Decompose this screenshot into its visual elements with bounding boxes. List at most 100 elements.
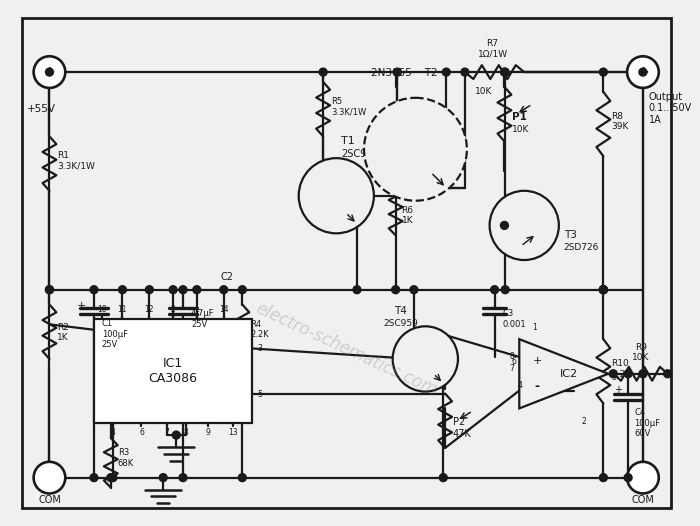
Text: +: + [43, 65, 55, 79]
Text: 4.7μF
25V: 4.7μF 25V [191, 309, 214, 329]
Circle shape [146, 286, 153, 294]
FancyBboxPatch shape [94, 319, 252, 423]
Text: P2
47K: P2 47K [453, 418, 472, 439]
Circle shape [179, 286, 187, 294]
Text: 1: 1 [195, 306, 200, 315]
Circle shape [664, 370, 671, 378]
Circle shape [393, 68, 401, 76]
Circle shape [364, 98, 467, 201]
Circle shape [609, 370, 617, 378]
Circle shape [107, 474, 115, 482]
Text: R9
10K: R9 10K [632, 342, 650, 362]
Text: T1: T1 [341, 136, 355, 146]
Circle shape [46, 286, 53, 294]
Text: 5: 5 [257, 390, 262, 399]
Text: P1: P1 [512, 112, 527, 122]
Text: T3: T3 [564, 230, 577, 240]
Text: 8: 8 [510, 352, 514, 361]
Circle shape [599, 68, 608, 76]
Text: 2SC959: 2SC959 [341, 149, 379, 159]
Text: COM: COM [38, 495, 61, 505]
Circle shape [501, 286, 509, 294]
Text: R4
2.2K: R4 2.2K [250, 320, 269, 339]
Polygon shape [519, 339, 608, 408]
Circle shape [442, 68, 450, 76]
Text: R1
3.3K/1W: R1 3.3K/1W [57, 151, 95, 171]
Circle shape [489, 191, 559, 260]
Text: 2SC959: 2SC959 [383, 319, 418, 328]
Text: COM: COM [631, 495, 654, 505]
Text: 12: 12 [145, 306, 154, 315]
Text: R3
68K: R3 68K [118, 448, 134, 468]
Circle shape [172, 431, 180, 439]
Circle shape [46, 286, 53, 294]
Circle shape [118, 286, 127, 294]
Circle shape [34, 56, 65, 88]
Circle shape [109, 474, 117, 482]
Circle shape [624, 474, 632, 482]
Circle shape [239, 474, 246, 482]
Circle shape [639, 370, 647, 378]
Text: R6
1K: R6 1K [402, 206, 414, 225]
Circle shape [599, 286, 608, 294]
Text: C2: C2 [221, 272, 234, 282]
Text: 2: 2 [581, 417, 586, 426]
Circle shape [599, 474, 608, 482]
Text: -: - [535, 380, 540, 393]
Text: 6: 6 [512, 357, 517, 367]
Text: 11: 11 [118, 306, 127, 315]
Circle shape [169, 286, 177, 294]
Text: 8: 8 [183, 428, 188, 437]
Text: 4: 4 [111, 428, 116, 437]
Circle shape [46, 68, 53, 76]
Circle shape [393, 326, 458, 391]
Text: Output
0.1...50V
1A: Output 0.1...50V 1A [649, 92, 692, 125]
Circle shape [639, 68, 647, 76]
Text: +: + [77, 300, 86, 310]
Text: 13: 13 [228, 428, 238, 437]
FancyBboxPatch shape [22, 18, 671, 508]
Circle shape [410, 286, 418, 294]
Text: R10
8.2K: R10 8.2K [611, 359, 631, 379]
Text: 9: 9 [206, 428, 210, 437]
Circle shape [599, 286, 608, 294]
Text: +: + [614, 385, 622, 394]
Circle shape [299, 158, 374, 234]
Text: 6: 6 [139, 428, 144, 437]
Circle shape [353, 286, 361, 294]
Circle shape [159, 474, 167, 482]
Text: 10K: 10K [512, 125, 530, 134]
Circle shape [599, 286, 608, 294]
Circle shape [193, 286, 201, 294]
Text: IC1
CA3086: IC1 CA3086 [148, 357, 197, 386]
Circle shape [627, 56, 659, 88]
Text: 7: 7 [510, 365, 514, 373]
Circle shape [220, 286, 228, 294]
Circle shape [179, 474, 187, 482]
Circle shape [34, 462, 65, 493]
Circle shape [500, 221, 508, 229]
Circle shape [627, 462, 659, 493]
Text: electro-schematics.com: electro-schematics.com [253, 299, 440, 399]
Circle shape [319, 68, 327, 76]
Circle shape [440, 474, 447, 482]
Text: 2: 2 [171, 306, 176, 315]
Circle shape [239, 286, 246, 294]
Circle shape [624, 370, 632, 378]
Circle shape [501, 68, 509, 76]
Text: +55V: +55V [27, 104, 56, 114]
Text: +: + [533, 356, 542, 366]
Text: R2
1K: R2 1K [57, 322, 69, 342]
Circle shape [599, 286, 608, 294]
Text: C4
100μF
60V: C4 100μF 60V [634, 408, 660, 438]
Text: 1: 1 [532, 323, 536, 332]
Text: R5
3.3K/1W: R5 3.3K/1W [331, 97, 366, 116]
Circle shape [90, 474, 98, 482]
Text: 2SD726: 2SD726 [564, 242, 599, 251]
Circle shape [461, 68, 469, 76]
Text: IC2: IC2 [560, 369, 577, 379]
Text: 7: 7 [164, 428, 169, 437]
Text: C1
100μF
25V: C1 100μF 25V [102, 319, 128, 349]
Text: 3: 3 [257, 344, 262, 353]
Text: 4: 4 [517, 381, 522, 390]
